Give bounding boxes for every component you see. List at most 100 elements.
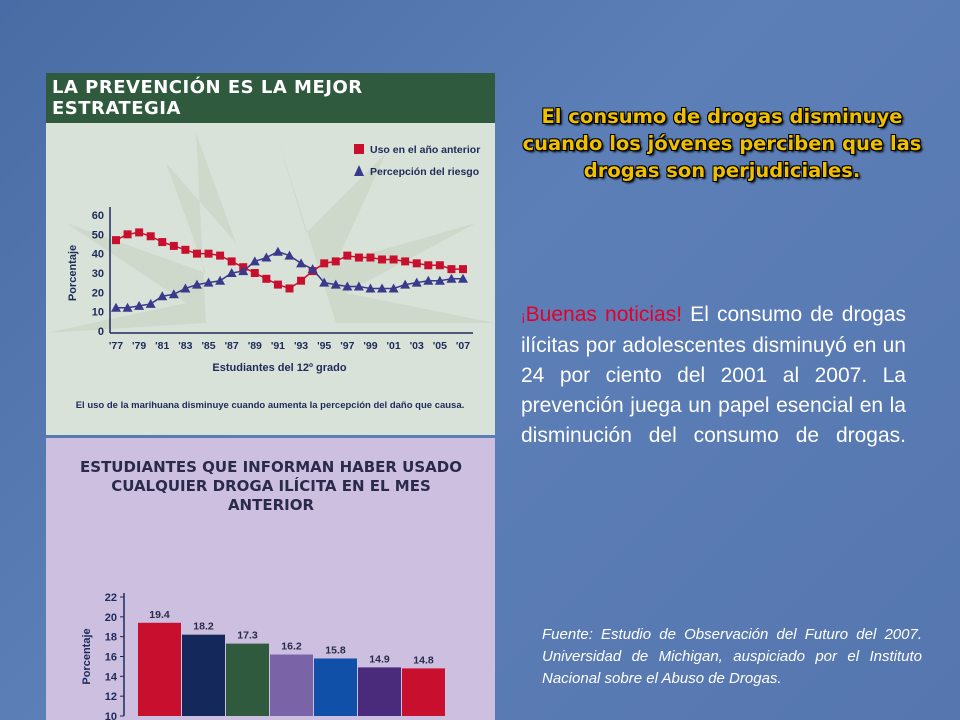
- risk-point: [330, 279, 341, 289]
- x-tick-label: '93: [294, 340, 308, 352]
- line-chart-title: LA PREVENCIÓN ES LA MEJOR ESTRATEGIA: [46, 73, 495, 123]
- use-point: [412, 259, 421, 268]
- y-tick-label: 50: [92, 229, 104, 241]
- y-axis-label: Porcentaje: [81, 628, 93, 684]
- use-point: [366, 253, 375, 262]
- bar-value-label: 17.3: [237, 630, 258, 642]
- y-tick-label: 14: [105, 671, 118, 683]
- risk-point: [353, 281, 364, 291]
- use-point: [135, 228, 144, 237]
- bar: [182, 634, 225, 716]
- risk-point: [272, 246, 283, 256]
- y-tick-label: 12: [105, 691, 117, 703]
- y-tick-label: 30: [92, 268, 104, 280]
- bar-chart-panel: ESTUDIANTES QUE INFORMAN HABER USADO CUA…: [46, 438, 495, 720]
- x-tick-label: '79: [132, 340, 146, 352]
- use-point: [158, 238, 167, 247]
- bar: [270, 654, 313, 716]
- use-point: [262, 274, 271, 283]
- use-point: [192, 249, 201, 258]
- bar-chart-title: ESTUDIANTES QUE INFORMAN HABER USADO CUA…: [80, 458, 462, 514]
- risk-point: [434, 275, 445, 285]
- risk-point: [122, 302, 133, 312]
- use-point: [250, 269, 259, 277]
- y-tick-label: 10: [92, 307, 104, 319]
- line-chart: 0 10 20 30 40 50 60 '77 '79 '81 '83 '85 '87 '89 '91 '93…: [46, 133, 495, 411]
- use-point: [204, 249, 213, 258]
- risk-point: [400, 279, 411, 289]
- leaf-background: [46, 133, 495, 333]
- y-tick-label: 16: [105, 652, 117, 664]
- x-tick-label: '77: [109, 340, 123, 352]
- use-point: [354, 253, 363, 262]
- use-point: [447, 265, 456, 274]
- use-point: [297, 276, 306, 285]
- x-tick-label: '89: [248, 340, 262, 352]
- bar: [402, 668, 445, 716]
- risk-point: [215, 275, 226, 285]
- bar: [138, 622, 181, 716]
- use-point: [273, 280, 282, 289]
- x-tick-label: '07: [456, 340, 470, 352]
- risk-point: [458, 273, 468, 283]
- use-point: [169, 241, 178, 250]
- risk-point: [249, 256, 260, 266]
- legend-marker-triangle: [354, 165, 364, 176]
- risk-point: [365, 283, 376, 293]
- line-chart-panel: LA PREVENCIÓN ES LA MEJOR ESTRATEGIA 0 10…: [46, 73, 495, 435]
- use-point: [424, 261, 433, 270]
- use-point: [401, 257, 410, 266]
- use-point: [112, 236, 120, 245]
- use-point: [227, 257, 236, 266]
- x-tick-label: '99: [363, 340, 377, 352]
- chart-caption: El uso de la marihuana disminuye cuando …: [76, 400, 465, 411]
- use-point: [123, 230, 132, 239]
- risk-point: [307, 264, 318, 274]
- body-paragraph: ¡Buenas noticias! El consumo de drogas i…: [521, 300, 906, 451]
- risk-point: [388, 283, 399, 293]
- use-point: [389, 255, 398, 264]
- risk-point: [377, 283, 388, 293]
- bar-value-label: 19.4: [149, 609, 170, 621]
- risk-point: [203, 277, 214, 287]
- bar-value-label: 18.2: [193, 621, 214, 633]
- bar-chart: 10121416182022Porcentaje19.4200118.22002…: [81, 592, 445, 720]
- use-point: [320, 259, 329, 268]
- x-tick-label: '97: [340, 340, 354, 352]
- chart-panel: LA PREVENCIÓN ES LA MEJOR ESTRATEGIA 0 10…: [46, 73, 495, 720]
- bar-value-label: 15.8: [325, 644, 346, 656]
- x-tick-label: '03: [410, 340, 424, 352]
- use-point: [343, 251, 352, 260]
- body-text: El consumo de drogas ilícitas por adoles…: [521, 303, 906, 447]
- bar-value-label: 14.9: [369, 653, 390, 665]
- bar-value-label: 16.2: [281, 641, 302, 653]
- risk-point: [180, 283, 191, 293]
- y-tick-label: 0: [98, 326, 104, 338]
- risk-point: [157, 291, 168, 301]
- risk-point: [238, 266, 249, 276]
- risk-point: [446, 273, 457, 283]
- risk-point: [342, 281, 353, 291]
- x-tick-label: '05: [433, 340, 447, 352]
- use-point: [331, 257, 340, 266]
- y-tick-label: 20: [105, 612, 117, 624]
- y-tick-label: 10: [105, 711, 117, 720]
- x-tick-label: '95: [317, 340, 331, 352]
- bar: [358, 667, 401, 716]
- use-point: [285, 284, 294, 293]
- risk-point: [134, 300, 145, 310]
- risk-point: [226, 268, 237, 277]
- risk-point: [111, 302, 121, 312]
- bar: [314, 658, 357, 716]
- body-lead-mark: ¡: [521, 308, 526, 324]
- risk-point: [145, 298, 156, 308]
- risk-point: [411, 277, 422, 287]
- body-lead-text: Buenas noticias!: [525, 303, 683, 326]
- x-tick-label: '91: [271, 340, 285, 352]
- y-tick-label: 20: [92, 287, 104, 299]
- x-tick-label: '85: [201, 340, 215, 352]
- bar-value-label: 14.8: [413, 654, 434, 666]
- y-tick-label: 22: [105, 592, 117, 604]
- use-point: [435, 261, 444, 270]
- x-tick-label: '87: [225, 340, 239, 352]
